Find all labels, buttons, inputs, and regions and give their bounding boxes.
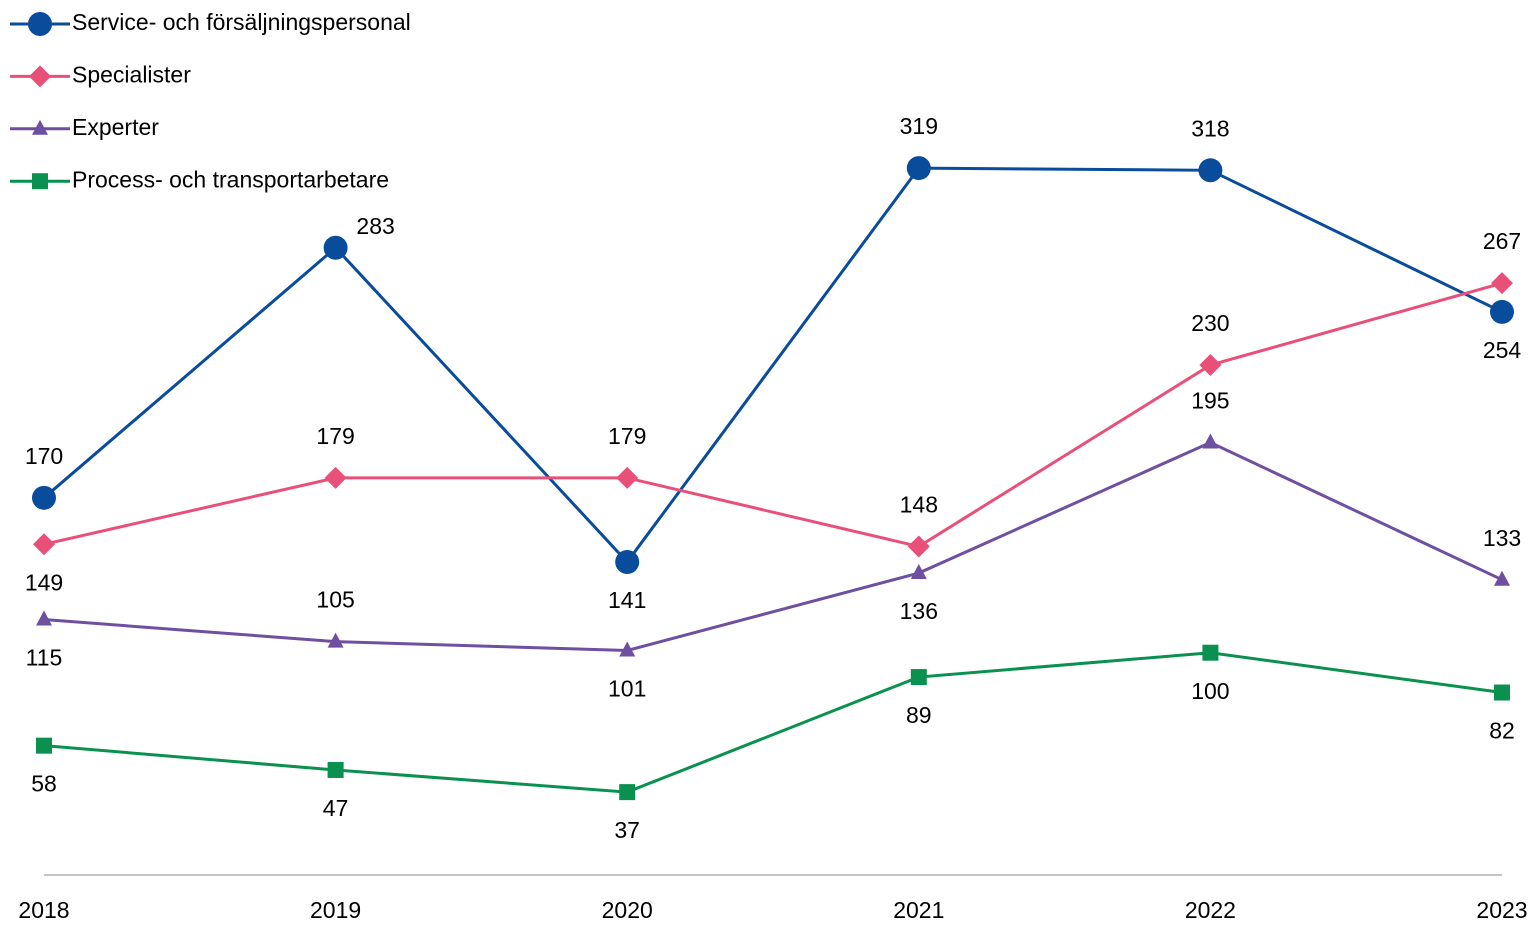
data-label: 141 <box>608 587 646 613</box>
marker <box>906 156 931 181</box>
data-label: 115 <box>26 645 63 671</box>
marker <box>1494 570 1510 586</box>
data-label: 105 <box>316 587 354 613</box>
marker <box>910 564 927 580</box>
marker <box>907 535 930 558</box>
marker <box>324 466 347 489</box>
marker <box>323 235 348 260</box>
data-label: 319 <box>900 113 938 139</box>
data-label: 148 <box>900 492 938 518</box>
series-line <box>43 440 1503 653</box>
marker <box>29 65 51 88</box>
marker <box>615 549 640 574</box>
data-label: 100 <box>1191 678 1229 704</box>
marker <box>32 173 48 190</box>
data-label: 179 <box>316 423 354 449</box>
data-label: 133 <box>1483 525 1521 551</box>
series-line <box>43 166 1503 565</box>
data-label: 37 <box>614 817 640 843</box>
marker <box>616 466 639 489</box>
marker <box>28 12 52 36</box>
marker <box>327 632 344 648</box>
marker <box>36 610 52 626</box>
marker <box>1494 684 1510 701</box>
data-label: 254 <box>1483 337 1522 363</box>
marker <box>910 669 927 686</box>
marker <box>32 485 56 510</box>
data-label: 47 <box>323 795 349 821</box>
data-label: 89 <box>906 702 932 728</box>
data-label: 82 <box>1489 718 1515 744</box>
legend-label: Experter <box>72 114 159 140</box>
data-label: 283 <box>356 213 394 239</box>
data-label: 179 <box>608 423 646 449</box>
data-label: 170 <box>25 443 63 469</box>
marker <box>33 533 55 556</box>
legend-label: Specialister <box>72 61 191 87</box>
legend-label: Service- och försäljningspersonal <box>72 9 411 35</box>
marker <box>1202 644 1219 661</box>
marker <box>1199 354 1222 377</box>
data-label: 318 <box>1191 115 1229 141</box>
series-line <box>43 281 1503 549</box>
marker <box>32 119 48 135</box>
marker <box>1198 158 1223 183</box>
series-line <box>43 651 1503 794</box>
x-tick-label: 2023 <box>1476 897 1527 923</box>
data-label: 267 <box>1483 228 1521 254</box>
data-label: 149 <box>25 569 63 595</box>
marker <box>619 784 636 801</box>
marker <box>1202 433 1219 449</box>
marker <box>619 641 636 657</box>
marker <box>1490 299 1514 324</box>
marker <box>327 761 344 778</box>
data-label: 136 <box>900 598 938 624</box>
legend-label: Process- och transportarbetare <box>72 166 389 192</box>
marker <box>36 737 52 754</box>
x-tick-label: 2019 <box>310 897 361 923</box>
x-tick-label: 2018 <box>18 897 69 923</box>
marker <box>1491 272 1513 295</box>
data-label: 58 <box>31 771 57 797</box>
data-label: 230 <box>1191 310 1229 336</box>
x-tick-label: 2020 <box>602 897 653 923</box>
data-label: 195 <box>1191 388 1229 414</box>
x-tick-label: 2022 <box>1185 897 1236 923</box>
data-label: 101 <box>608 676 646 702</box>
x-tick-label: 2021 <box>893 897 944 923</box>
